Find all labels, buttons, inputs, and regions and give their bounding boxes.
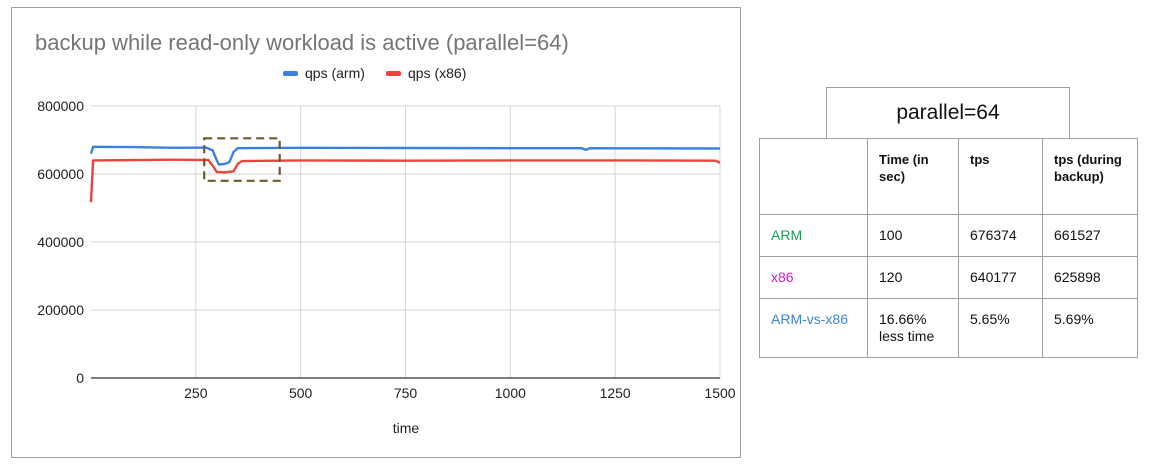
table-header-row: Time (in sec) tps tps (during backup) (759, 138, 1138, 215)
x-axis-label: time (393, 420, 420, 436)
legend-label: qps (arm) (305, 65, 365, 81)
cell-time: 120 (867, 256, 959, 299)
x-tick-label: 1250 (600, 385, 631, 401)
cell-tps: 5.65% (958, 298, 1043, 358)
chart-grid (91, 105, 721, 378)
row-label: ARM-vs-x86 (759, 298, 868, 358)
y-tick-label: 600000 (37, 166, 84, 182)
header-tps-backup: tps (during backup) (1042, 138, 1138, 215)
series-line (89, 145, 721, 166)
comparison-table: Time (in sec) tps tps (during backup) AR… (759, 138, 1138, 358)
row-label: x86 (759, 256, 868, 299)
x-tick-label: 500 (289, 385, 313, 401)
header-empty (759, 138, 868, 215)
x-tick-label: 1000 (495, 385, 526, 401)
cell-time: 100 (867, 214, 959, 257)
cell-tps-backup: 625898 (1042, 256, 1138, 299)
series-line (89, 158, 721, 203)
legend-label: qps (x86) (408, 65, 466, 81)
header-time: Time (in sec) (867, 138, 959, 215)
y-tick-label: 400000 (37, 234, 84, 250)
chart-series (89, 145, 721, 203)
cell-tps: 640177 (958, 256, 1043, 299)
y-tick-label: 800000 (37, 98, 84, 114)
cell-time: 16.66% less time (867, 298, 959, 358)
chart-annotations (203, 137, 281, 182)
cell-tps-backup: 661527 (1042, 214, 1138, 257)
row-label: ARM (759, 214, 868, 257)
cell-tps: 676374 (958, 214, 1043, 257)
chart-axes: 0 200000 400000 600000 800000 250 500 750 1000 12… (37, 98, 735, 401)
legend-swatch (386, 71, 401, 76)
chart-panel: backup while read-only workload is activ… (11, 7, 741, 458)
y-tick-label: 200000 (37, 302, 84, 318)
x-tick-label: 250 (184, 385, 208, 401)
table-row: x86 120 640177 625898 (759, 256, 1138, 299)
highlight-box (203, 137, 281, 182)
legend-swatch (283, 71, 298, 76)
cell-tps-backup: 5.69% (1042, 298, 1138, 358)
table-row: ARM 100 676374 661527 (759, 214, 1138, 257)
chart-legend: qps (arm) qps (x86) (283, 65, 466, 81)
table-row: ARM-vs-x86 16.66% less time 5.65% 5.69% (759, 298, 1138, 358)
y-tick-label: 0 (76, 370, 84, 386)
chart-title: backup while read-only workload is activ… (35, 30, 569, 55)
x-tick-label: 750 (394, 385, 418, 401)
header-tps: tps (958, 138, 1043, 215)
line-chart: backup while read-only workload is activ… (35, 30, 736, 436)
table-caption: parallel=64 (826, 87, 1070, 138)
x-tick-label: 1500 (704, 385, 735, 401)
